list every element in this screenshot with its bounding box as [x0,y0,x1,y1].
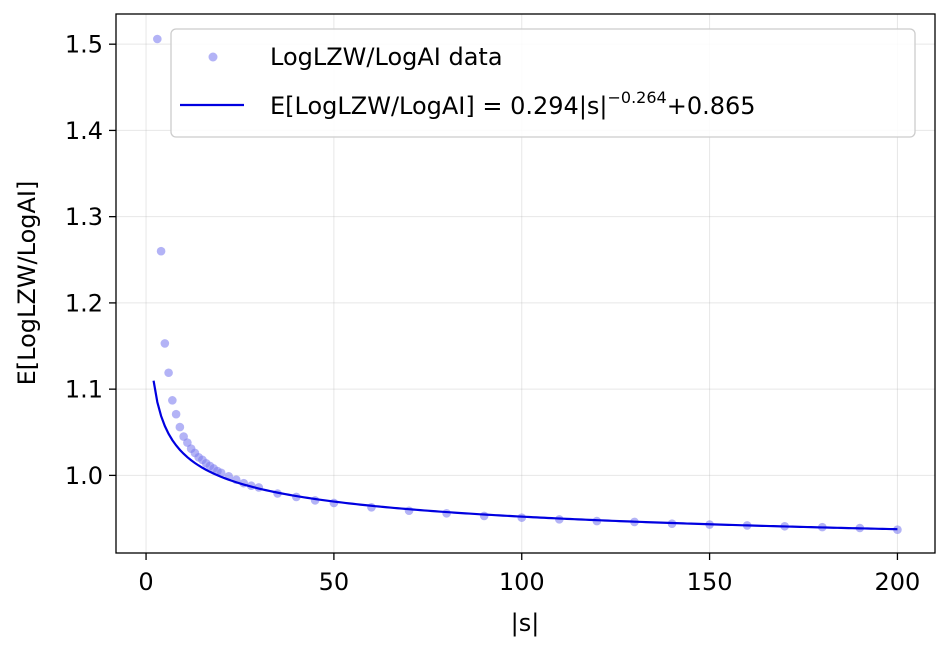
data-point [479,511,489,521]
data-point [156,246,166,256]
y-tick-label: 1.0 [65,462,103,490]
legend: LogLZW/LogAI data E[LogLZW/LogAI] = 0.29… [170,28,916,138]
plot-area-frame [115,13,936,554]
legend-marker-scatter [208,52,218,62]
data-point [168,396,177,405]
y-tick-label: 1.1 [65,376,103,404]
fit-line [152,380,898,531]
legend-label-fit: E[LogLZW/LogAI] = 0.294|s|−0.264+0.865 [270,88,756,120]
data-point [171,409,181,419]
legend-box [170,28,916,138]
legend-fit-suffix: +0.865 [667,92,756,120]
y-tick-label: 1.5 [65,31,103,59]
x-axis-ticks: 0 50 100 150 200 [138,553,920,596]
legend-label-scatter: LogLZW/LogAI data [270,43,503,71]
data-point [175,422,185,432]
x-axis-label: |s| [511,609,540,637]
data-point [367,502,376,512]
fit-line-series [152,380,898,531]
y-axis-label: E[LogLZW/LogAI] [13,181,41,386]
data-point [164,368,173,378]
legend-fit-exponent: −0.264 [608,88,667,107]
data-point [404,506,414,516]
x-tick-label: 50 [319,568,350,596]
data-point [153,34,162,44]
y-tick-label: 1.4 [65,117,103,145]
data-point [160,339,170,348]
x-tick-label: 150 [687,568,733,596]
x-tick-label: 100 [499,568,545,596]
data-point [893,525,902,535]
y-axis-ticks: 1.0 1.1 1.2 1.3 1.4 1.5 [65,31,116,490]
y-tick-label: 1.3 [65,203,103,231]
legend-fit-prefix: E[LogLZW/LogAI] = 0.294|s| [270,92,608,120]
x-tick-label: 0 [138,568,153,596]
y-tick-label: 1.2 [65,289,103,317]
x-tick-label: 200 [875,568,921,596]
